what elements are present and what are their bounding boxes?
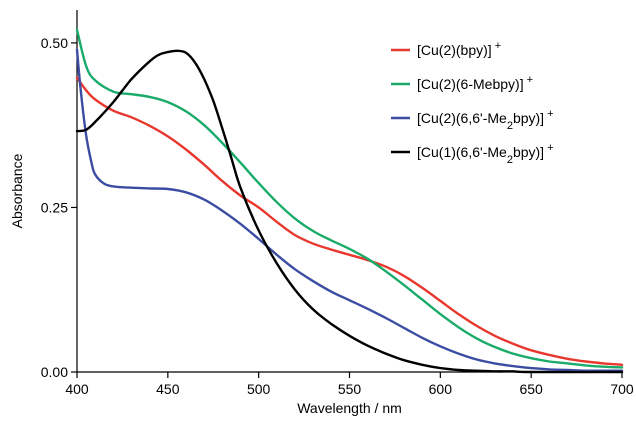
y-tick-label: 0.25 bbox=[41, 199, 68, 215]
x-tick-label: 600 bbox=[429, 381, 453, 397]
series-line-cu2-bpy bbox=[75, 76, 624, 366]
x-ticks: 400 450 500 550 600 650 700 bbox=[65, 372, 634, 397]
x-tick-label: 400 bbox=[65, 381, 89, 397]
x-tick-label: 700 bbox=[610, 381, 634, 397]
legend-label: [Cu(2)(bpy)] + bbox=[417, 40, 501, 58]
legend-label: [Cu(2)(6,6'-Me2bpy)] + bbox=[417, 108, 554, 132]
x-tick-label: 450 bbox=[156, 381, 180, 397]
legend: [Cu(2)(bpy)] + [Cu(2)(6-Mebpy)] + [Cu(2)(6,6… bbox=[391, 40, 554, 166]
axes bbox=[76, 10, 622, 373]
y-axis-title: Absorbance bbox=[9, 153, 25, 228]
y-ticks: 0.00 0.25 0.50 bbox=[41, 35, 77, 380]
plot-area bbox=[75, 28, 624, 374]
x-tick-label: 650 bbox=[519, 381, 543, 397]
legend-label: [Cu(1)(6,6'-Me2bpy)] + bbox=[417, 142, 554, 166]
x-tick-label: 550 bbox=[338, 381, 362, 397]
y-tick-label: 0.00 bbox=[41, 364, 68, 380]
y-tick-label: 0.50 bbox=[41, 35, 68, 51]
x-tick-label: 500 bbox=[247, 381, 271, 397]
series-line-cu2-6-mebpy bbox=[75, 28, 624, 369]
series-line-cu1-6-6-me2bpy bbox=[75, 49, 624, 374]
legend-label: [Cu(2)(6-Mebpy)] + bbox=[417, 74, 533, 92]
series-line-cu2-6-6-me2bpy bbox=[75, 48, 624, 372]
x-axis-title: Wavelength / nm bbox=[297, 400, 402, 416]
